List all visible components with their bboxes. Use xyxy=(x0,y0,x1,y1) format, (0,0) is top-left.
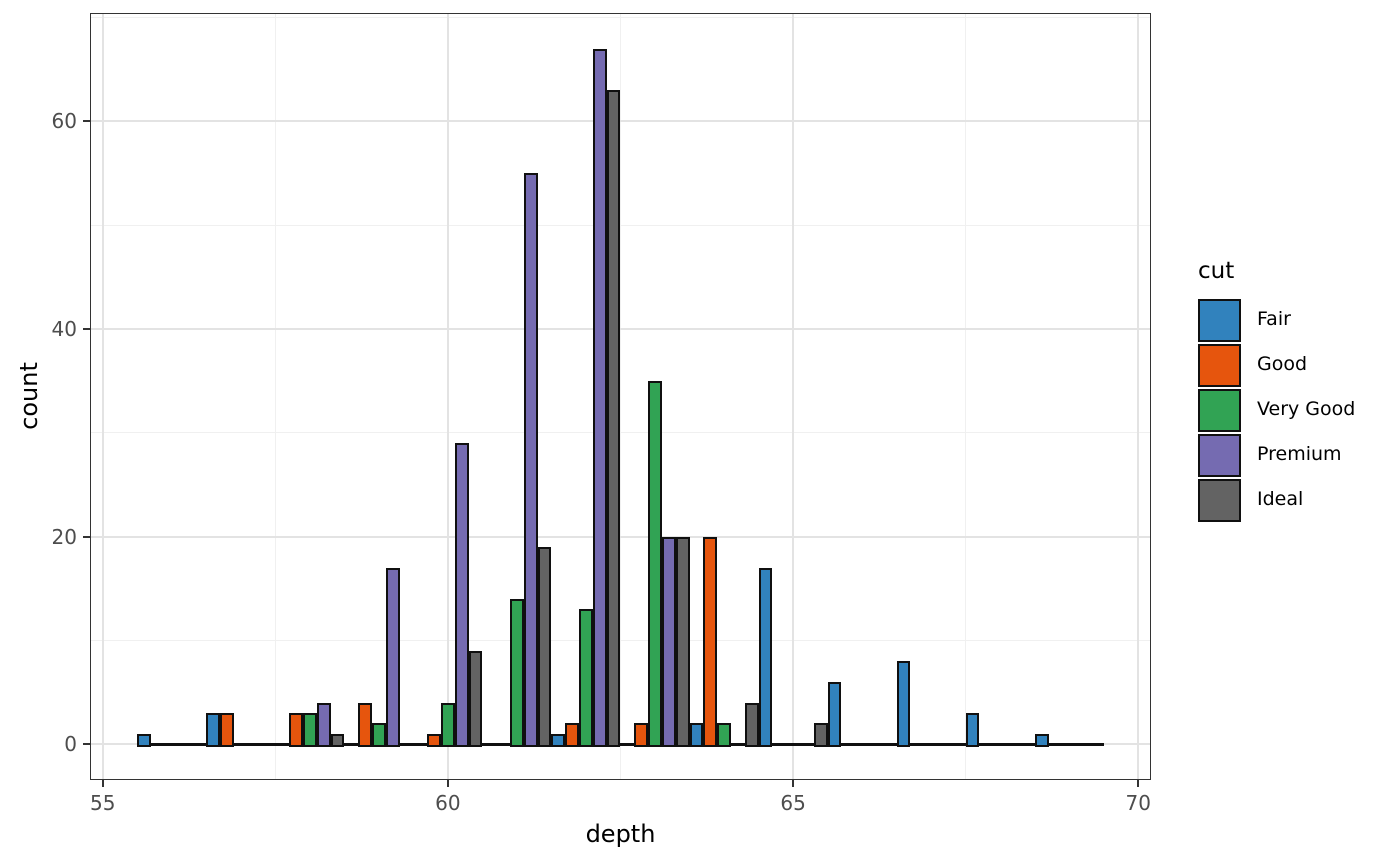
y-tick xyxy=(83,120,91,123)
bar-very-good-64 xyxy=(717,723,731,747)
bar-premium-61 xyxy=(523,173,538,747)
y-tick xyxy=(83,535,91,538)
bar-ideal-64 xyxy=(744,702,759,747)
bar-fair-62 xyxy=(551,733,566,747)
bar-fair-64 xyxy=(689,723,704,747)
legend: cut Fair Good Very Good Premium Ideal xyxy=(1198,258,1355,523)
bar-very-good-62 xyxy=(579,609,593,747)
x-tick-label: 60 xyxy=(435,791,461,815)
legend-key-very-good xyxy=(1198,389,1241,432)
y-tick xyxy=(83,743,91,746)
bar-fair-68 xyxy=(965,713,980,747)
legend-key-fair xyxy=(1198,299,1241,342)
bar-premium-60 xyxy=(454,443,469,747)
gridline-x-major xyxy=(101,14,104,779)
legend-label-fair: Fair xyxy=(1257,308,1291,330)
legend-label-good: Good xyxy=(1257,353,1308,375)
bar-ideal-65 xyxy=(813,723,828,747)
bar-fair-66 xyxy=(827,681,842,747)
gridline-x-minor xyxy=(274,14,276,779)
bar-fair-56 xyxy=(137,733,152,747)
bar-premium-62 xyxy=(592,48,607,747)
legend-key-ideal xyxy=(1198,479,1241,522)
x-tick-label: 65 xyxy=(780,791,806,815)
bar-ideal-62 xyxy=(606,90,621,747)
bar-good-57 xyxy=(220,713,234,747)
bar-good-62 xyxy=(565,723,580,747)
bar-ideal-58 xyxy=(330,733,345,747)
x-tick xyxy=(101,779,104,787)
bar-very-good-60 xyxy=(441,702,455,747)
y-axis-title: count xyxy=(15,362,43,430)
y-tick xyxy=(83,328,91,331)
y-tick-label: 20 xyxy=(51,524,77,549)
legend-item-premium: Premium xyxy=(1198,433,1342,478)
y-tick-label: 40 xyxy=(51,317,77,342)
bar-good-60 xyxy=(427,733,441,747)
legend-label-premium: Premium xyxy=(1257,443,1342,465)
legend-item-fair: Fair xyxy=(1198,298,1291,343)
bar-good-64 xyxy=(703,536,718,747)
x-tick xyxy=(446,779,449,787)
legend-label-ideal: Ideal xyxy=(1257,488,1304,510)
zero-baseline xyxy=(137,743,1104,747)
bar-good-59 xyxy=(358,702,372,747)
x-tick xyxy=(792,779,795,787)
bar-ideal-61 xyxy=(537,547,552,747)
gridline-y-major xyxy=(91,120,1150,123)
gridline-x-minor xyxy=(965,14,967,779)
y-tick-label: 60 xyxy=(51,109,77,134)
bar-premium-58 xyxy=(316,702,331,747)
bar-ideal-63 xyxy=(675,536,690,747)
bar-premium-59 xyxy=(385,567,400,747)
bar-very-good-61 xyxy=(510,598,524,747)
gridline-y-major xyxy=(91,535,1150,538)
gridline-x-major xyxy=(1137,14,1140,779)
legend-item-very-good: Very Good xyxy=(1198,388,1355,433)
legend-key-premium xyxy=(1198,434,1241,477)
gridline-y-major xyxy=(91,328,1150,331)
bar-good-58 xyxy=(289,713,303,747)
legend-key-good xyxy=(1198,344,1241,387)
legend-items: Fair Good Very Good Premium Ideal xyxy=(1198,298,1355,523)
bar-fair-67 xyxy=(896,661,911,747)
legend-item-good: Good xyxy=(1198,343,1307,388)
bar-very-good-63 xyxy=(648,380,662,747)
legend-label-very-good: Very Good xyxy=(1257,398,1356,420)
gridline-x-major xyxy=(446,14,449,779)
bar-very-good-59 xyxy=(371,723,386,747)
legend-title: cut xyxy=(1198,258,1235,284)
y-tick-label: 0 xyxy=(64,732,77,757)
x-axis-title: depth xyxy=(585,820,656,848)
bar-fair-57 xyxy=(206,713,221,747)
x-tick-label: 55 xyxy=(90,791,116,815)
legend-item-ideal: Ideal xyxy=(1198,478,1303,523)
x-tick xyxy=(1137,779,1140,787)
bar-premium-63 xyxy=(661,536,676,747)
bar-fair-65 xyxy=(758,567,773,747)
bar-ideal-60 xyxy=(468,650,483,747)
bar-fair-69 xyxy=(1034,733,1049,747)
gridline-x-minor xyxy=(620,14,621,779)
bar-good-63 xyxy=(634,723,649,747)
gridline-x-major xyxy=(792,14,795,779)
bar-very-good-58 xyxy=(302,713,317,747)
x-tick-label: 70 xyxy=(1125,791,1151,815)
